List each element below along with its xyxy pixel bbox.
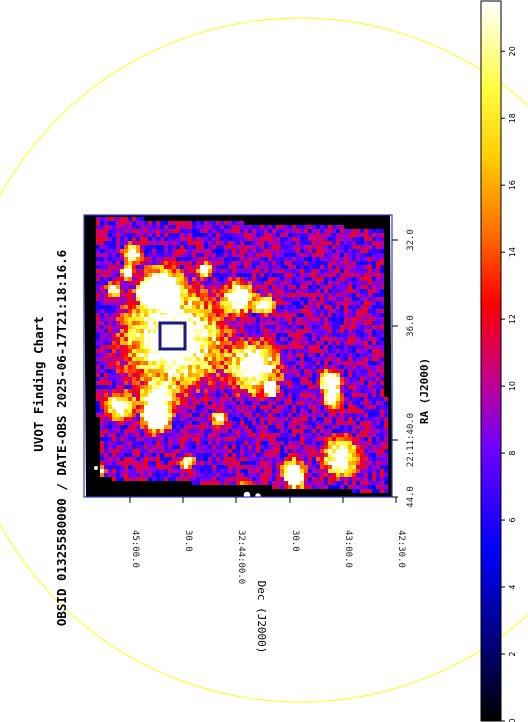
x-axis-label: RA (J2000)	[418, 358, 431, 424]
star-source	[327, 393, 333, 399]
star-source	[150, 414, 158, 422]
image-frame	[83, 214, 393, 498]
dec-tick-label: 43:00.0	[343, 530, 353, 568]
ra-tick-label: 44.0	[406, 486, 416, 508]
star-source	[255, 493, 261, 497]
sky-image	[84, 215, 392, 497]
star-source	[114, 400, 122, 408]
dec-tick-label: 45:00.0	[130, 530, 140, 568]
colorbar	[480, 0, 502, 722]
dec-tick-label: 30.0	[183, 530, 193, 552]
star-source	[287, 465, 293, 471]
chart-subtitle: OBSID 01325580000 / DATE-OBS 2025-06-17T…	[54, 250, 69, 626]
colorbar-tick-label: 2	[508, 651, 517, 656]
star-source	[291, 475, 297, 481]
chart-title: UVOT Finding Chart	[31, 316, 46, 451]
colorbar-tick-label: 6	[508, 518, 517, 523]
colorbar-ticks: 0 2 4 6 8 10 12 14 16 18 20	[501, 46, 517, 722]
star-source	[267, 386, 271, 390]
star-source	[201, 266, 205, 270]
star-source	[325, 377, 331, 383]
star-source	[94, 466, 98, 470]
star-source	[334, 450, 344, 460]
colorbar-tick-label: 0	[508, 718, 517, 722]
star-source	[183, 458, 187, 462]
field-of-view-circle	[0, 17, 528, 703]
colorbar-tick-label: 10	[508, 381, 517, 391]
ra-tick-label: 32.0	[406, 229, 416, 251]
star-source	[245, 359, 259, 373]
star-source	[259, 300, 265, 306]
star-source	[124, 268, 128, 272]
colorbar-tick-label: 8	[508, 451, 517, 456]
colorbar-tick-label: 12	[508, 314, 517, 324]
colorbar-tick-label: 20	[508, 46, 517, 56]
dec-tick-label: 42:30.0	[396, 530, 406, 568]
star-source	[233, 292, 241, 300]
ra-tick-label: 36.0	[406, 315, 416, 337]
target-marker	[150, 314, 194, 358]
star-source	[110, 285, 114, 289]
dec-tick-label: 30.0	[290, 530, 300, 552]
star-source	[150, 395, 160, 405]
star-source	[128, 249, 134, 255]
dec-tick-label: 32:44:00.0	[236, 530, 246, 584]
star-source	[155, 280, 165, 290]
star-source	[215, 415, 219, 419]
y-axis-label: Dec (J2000)	[255, 581, 268, 654]
ra-tick-label: 22:11:40.0	[406, 413, 416, 467]
colorbar-tick-label: 4	[508, 584, 517, 589]
colorbar-tick-label: 18	[508, 113, 517, 123]
star-source	[159, 324, 185, 350]
ra-tick-labels: 44.0 22:11:40.0 36.0 32.0	[392, 229, 416, 508]
colorbar-tick-label: 16	[508, 180, 517, 190]
colorbar-tick-label: 14	[508, 247, 517, 257]
star-source	[139, 288, 143, 292]
dec-tick-labels: 45:00.0 30.0 32:44:00.0 30.0 43:00.0 42:30.0	[129, 497, 406, 584]
